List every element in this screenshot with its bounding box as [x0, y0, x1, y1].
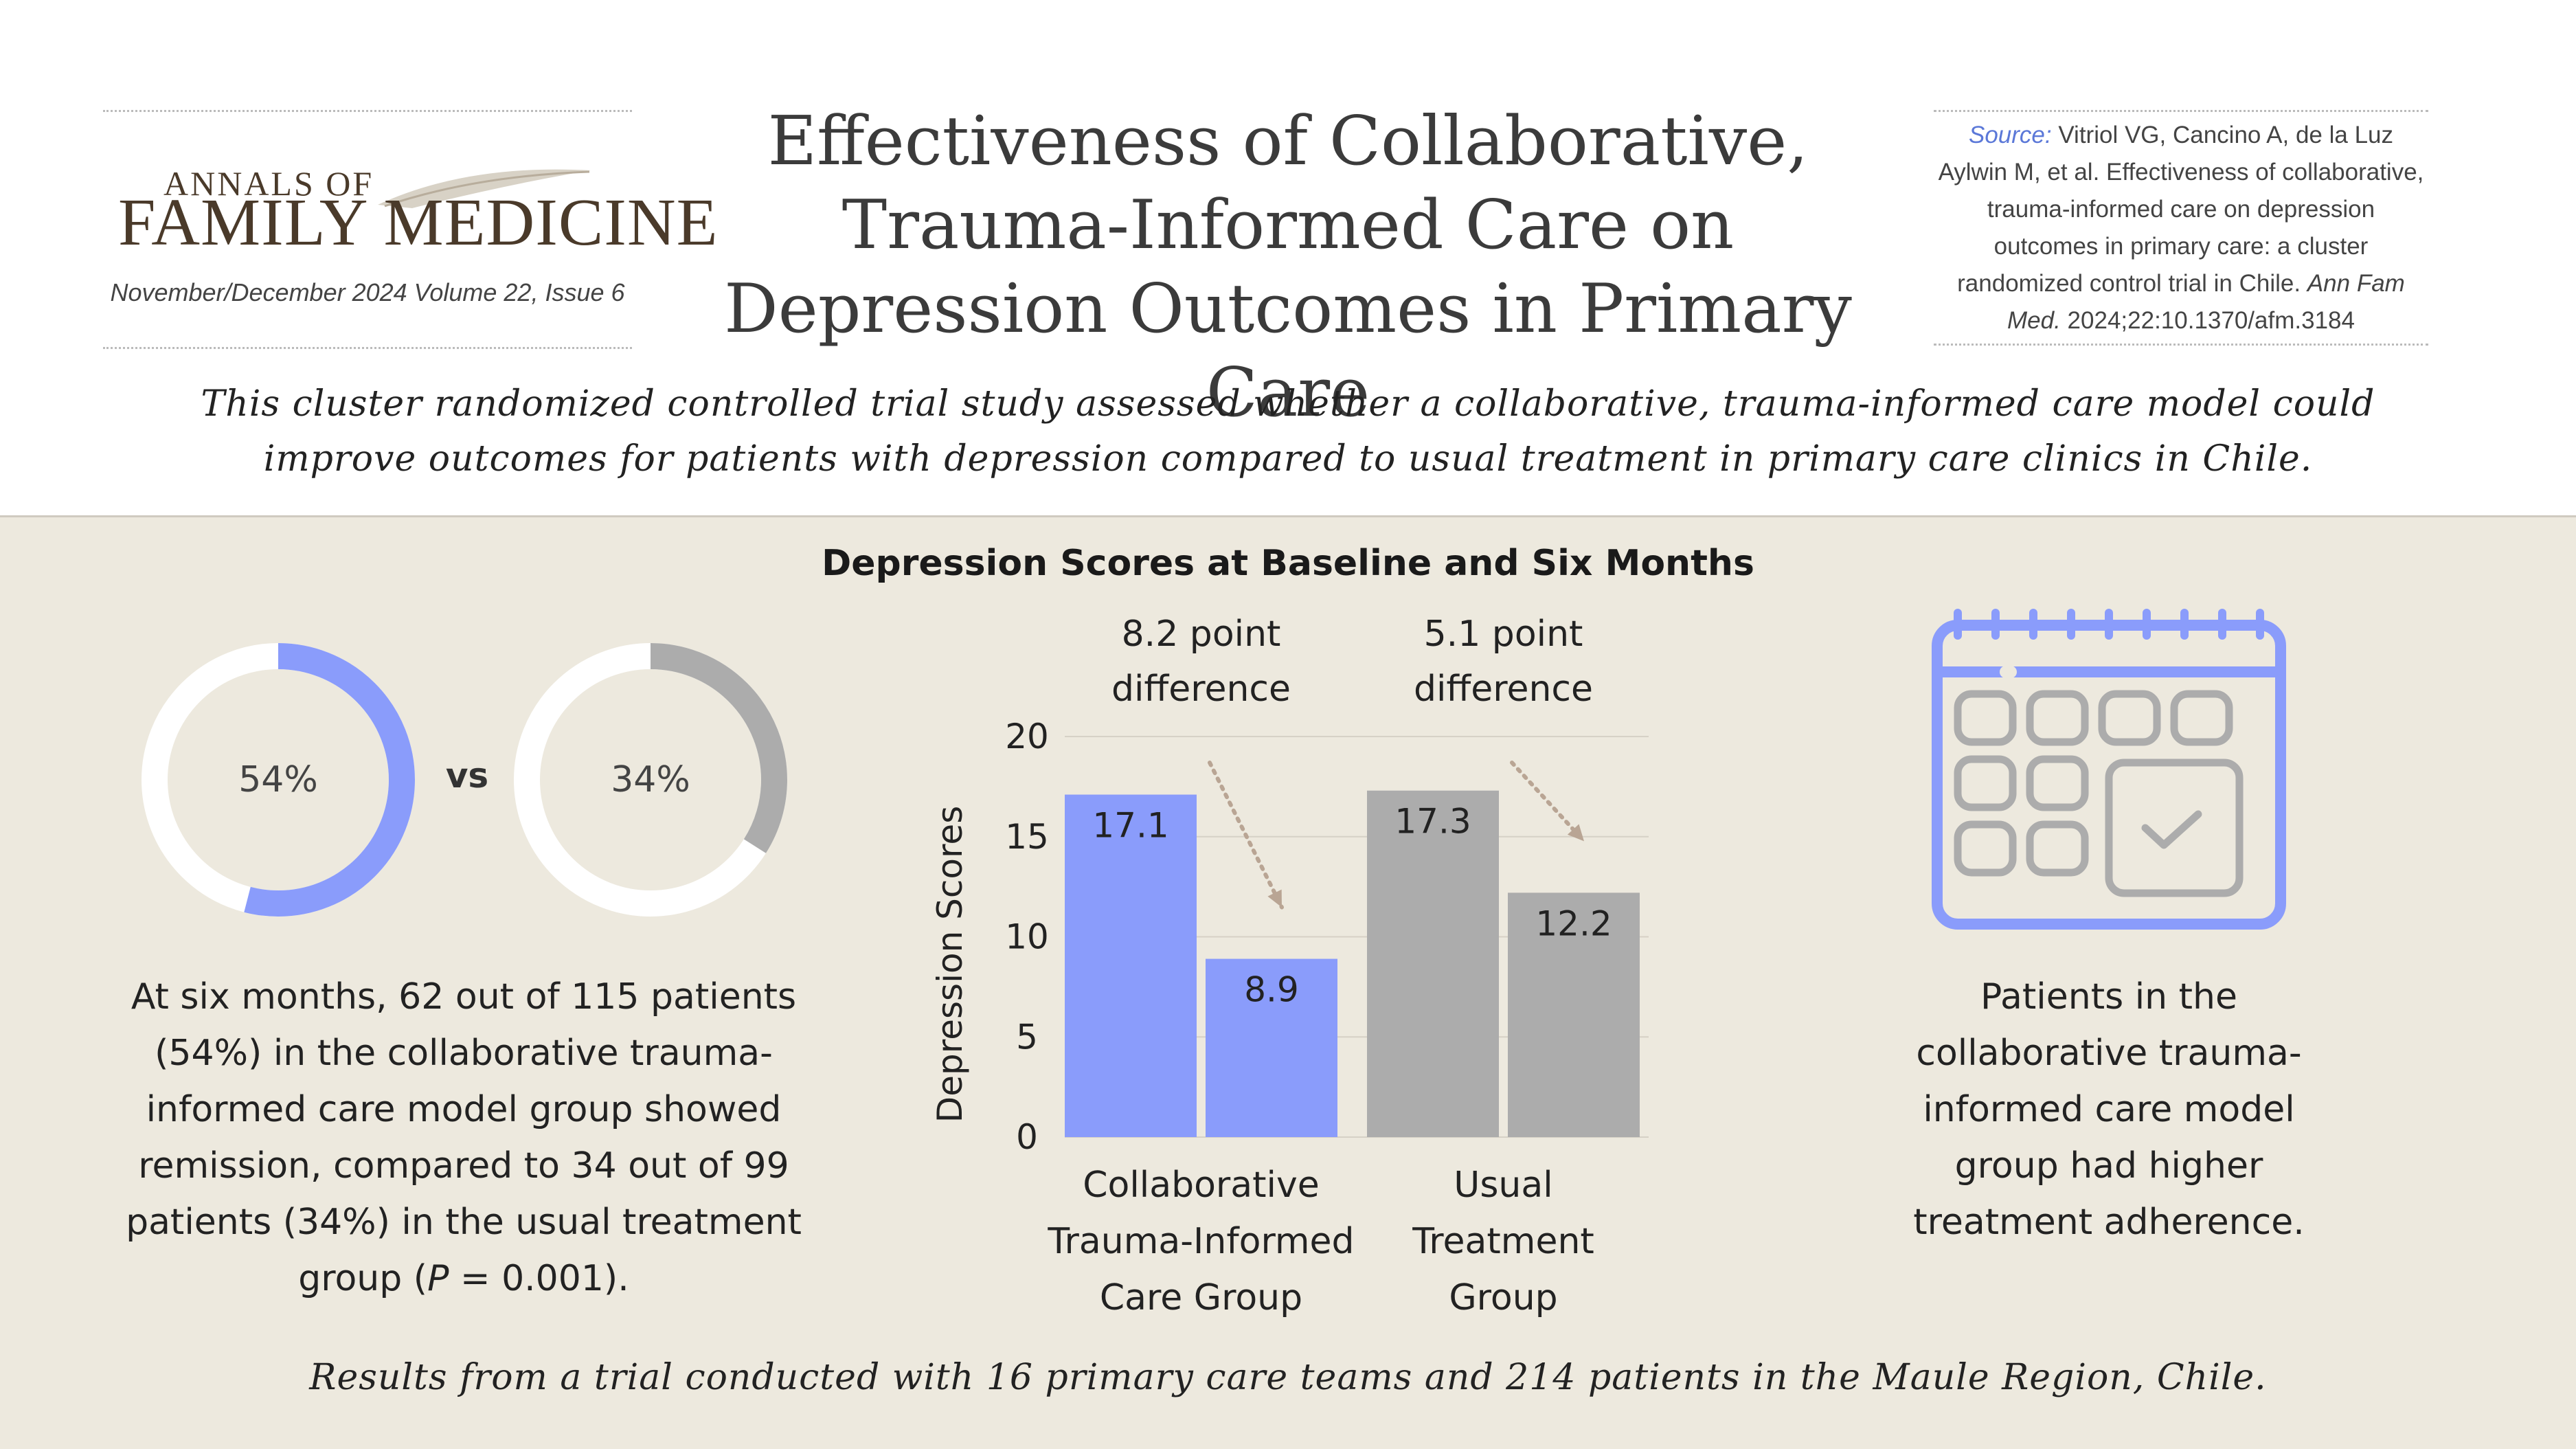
issue-info: November/December 2024 Volume 22, Issue … [110, 278, 625, 306]
bar [1508, 892, 1640, 1137]
donut-arc-collab [142, 643, 415, 917]
bar [1065, 794, 1197, 1137]
footer-text: Results from a trial conducted with 16 p… [309, 1357, 2267, 1398]
remission-text: At six months, 62 out of 115 patients (5… [103, 969, 824, 1307]
source-reference: 2024;22:10.1370/afm.3184 [2060, 307, 2355, 334]
difference-label: 5.1 point [1424, 614, 1583, 655]
source-divider-bottom [1934, 344, 2428, 346]
difference-label: difference [1111, 669, 1291, 710]
vs-label: vs [445, 756, 489, 796]
depression-scores-chart: 0 5 10 15 20 Depression Scores 17.1 8.9 8.2 poin… [930, 614, 1649, 1318]
journal-logo-main: FAMILY MEDICINE [118, 186, 719, 260]
difference-arrowhead [1567, 824, 1584, 842]
difference-label: difference [1414, 669, 1593, 710]
journal-logo-top: ANNALS OF [163, 164, 374, 203]
donut-arc-usual [514, 643, 787, 917]
group-label: Collaborative [1083, 1165, 1320, 1206]
remission-text-main: At six months, 62 out of 115 patients (5… [126, 976, 802, 1299]
remission-text-end: = 0.001). [449, 1258, 629, 1299]
difference-label: 8.2 point [1122, 614, 1281, 655]
donut-label-collab: 54% [238, 759, 318, 800]
source-text: Vitriol VG, Cancino A, de la Luz Aylwin … [1938, 122, 2424, 297]
y-tick-label: 0 [1016, 1117, 1038, 1157]
source-divider-top [1934, 110, 2428, 112]
chart-title: Depression Scores at Baseline and Six Mo… [822, 543, 1754, 584]
y-tick-label: 10 [1005, 917, 1049, 957]
y-axis-label: Depression Scores [930, 806, 970, 1123]
logo-divider-bottom [103, 347, 632, 349]
bar-value-label: 8.9 [1244, 970, 1299, 1010]
source-journal: Ann Fam Med. [2007, 270, 2405, 334]
source-citation: Source: Vitriol VG, Cancino A, de la Luz… [1934, 117, 2428, 339]
group-label: Group [1449, 1277, 1557, 1318]
bar [1367, 790, 1499, 1137]
p-value-symbol: P [427, 1258, 449, 1299]
difference-arrow [1208, 761, 1284, 910]
group-label: Care Group [1100, 1277, 1302, 1318]
group-label: Trauma-Informed [1047, 1221, 1354, 1262]
y-tick-label: 15 [1005, 817, 1049, 857]
donut-label-usual: 34% [611, 759, 690, 800]
bar-value-label: 17.1 [1092, 806, 1168, 846]
group-label: Treatment [1412, 1221, 1594, 1262]
difference-arrow [1510, 761, 1586, 844]
group-label: Usual [1454, 1165, 1552, 1206]
adherence-text: Patients in the collaborative trauma-inf… [1913, 976, 2305, 1243]
bar-value-label: 17.3 [1394, 802, 1471, 842]
bar [1206, 958, 1337, 1137]
y-tick-label: 20 [1005, 717, 1049, 756]
y-tick-label: 5 [1016, 1017, 1038, 1057]
feather-logo-icon [378, 169, 591, 208]
remission-donut-usual: 34% [514, 643, 787, 917]
intro-text: This cluster randomized controlled trial… [201, 383, 2375, 480]
logo-divider-top [103, 110, 632, 112]
difference-arrowhead [1267, 889, 1282, 908]
bar-value-label: 12.2 [1535, 903, 1612, 943]
page-title: Effectiveness of Collaborative, Trauma-I… [724, 102, 1852, 432]
source-label: Source: [1968, 122, 2052, 148]
calendar-check-icon [1932, 609, 2286, 930]
header: ANNALS OF FAMILY MEDICINE November/Decem… [0, 0, 2576, 515]
remission-donut-collab: 54% [142, 643, 415, 917]
